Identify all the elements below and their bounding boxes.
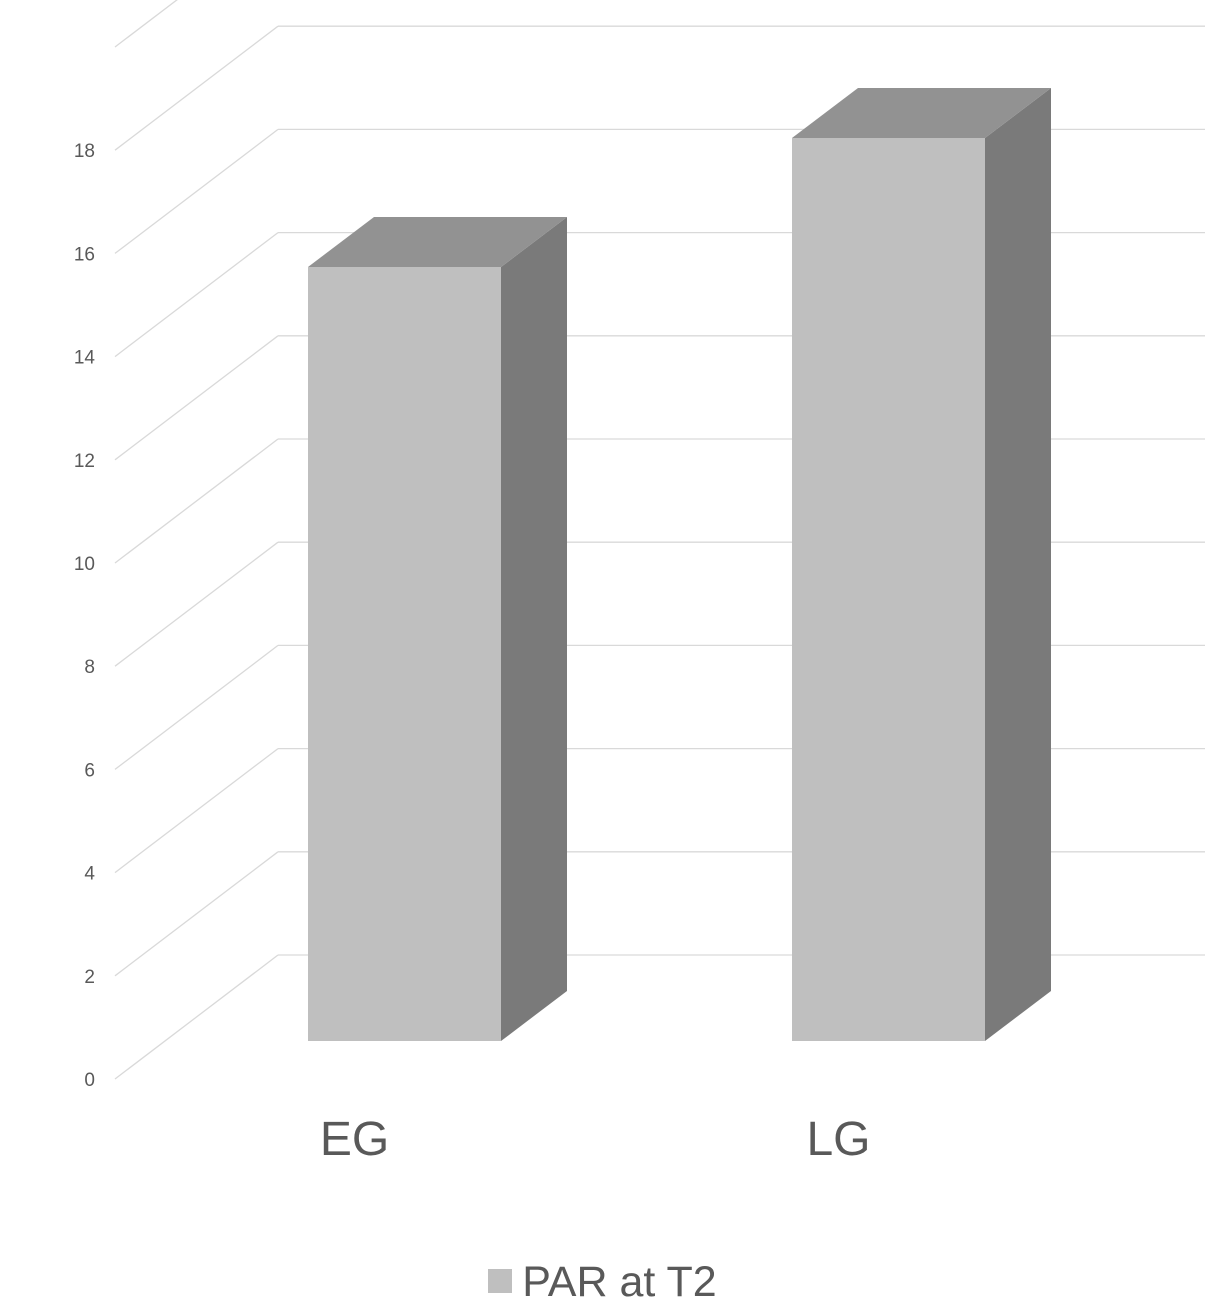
x-category-label: LG — [806, 1113, 870, 1166]
y-tick-label: 18 — [74, 141, 95, 162]
gridline-diagonal — [114, 954, 279, 1080]
y-tick-label: 14 — [74, 348, 96, 369]
gridline-diagonal — [114, 644, 279, 770]
legend-swatch — [488, 1268, 513, 1293]
bar-side — [501, 217, 567, 1041]
gridline-diagonal — [114, 232, 279, 358]
bar — [308, 267, 501, 1041]
gridline-diagonal — [114, 25, 279, 151]
y-tick-label: 8 — [84, 657, 95, 678]
y-tick-label: 16 — [74, 244, 95, 265]
bar — [792, 138, 985, 1041]
x-category-label: EG — [320, 1113, 389, 1166]
y-tick-label: 12 — [74, 451, 95, 472]
gridline-diagonal — [114, 851, 279, 977]
gridline-diagonal — [114, 335, 279, 461]
gridline-diagonal — [114, 128, 279, 254]
legend-label: PAR at T2 — [522, 1258, 717, 1306]
legend: PAR at T2 — [0, 1258, 1205, 1307]
gridline-diagonal — [114, 0, 178, 48]
y-tick-label: 4 — [84, 864, 95, 885]
y-tick-label: 10 — [74, 554, 95, 575]
gridline-diagonal — [114, 541, 279, 667]
y-tick-label: 0 — [84, 1070, 95, 1091]
bar-side — [985, 88, 1051, 1041]
bar-top — [308, 217, 567, 267]
y-tick-label: 6 — [84, 760, 95, 781]
gridline-diagonal — [114, 748, 279, 874]
gridline-diagonal — [114, 438, 279, 564]
bar-top — [792, 88, 1051, 138]
y-tick-label: 2 — [84, 967, 95, 988]
